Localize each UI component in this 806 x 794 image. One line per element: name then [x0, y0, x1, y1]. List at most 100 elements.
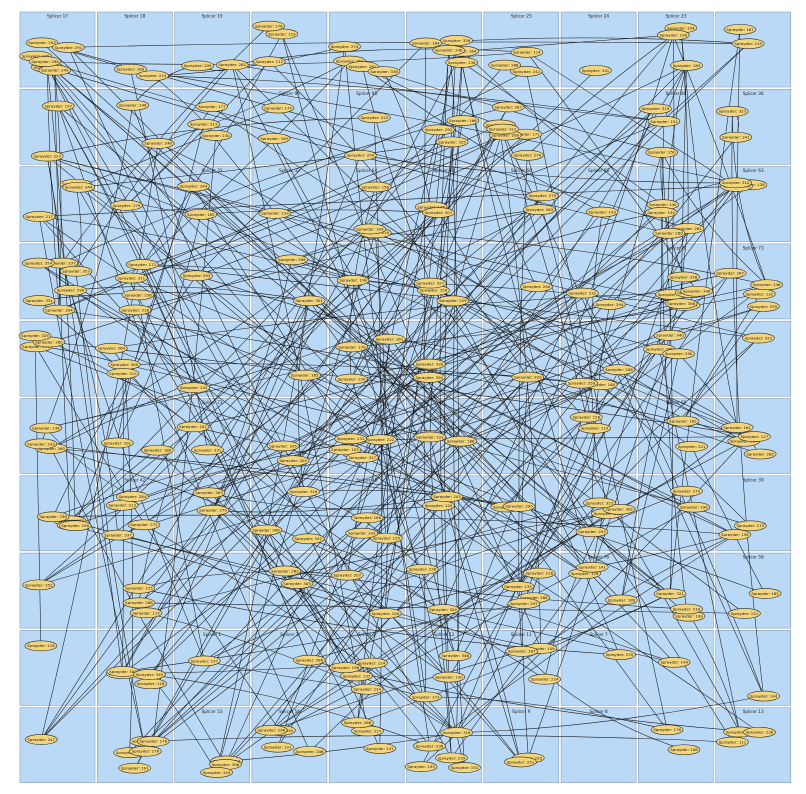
node[interactable]: Sprayder: 121 — [728, 608, 761, 619]
node[interactable]: Sprayder: 328 — [667, 271, 700, 283]
node-ellipse[interactable] — [602, 364, 636, 375]
node[interactable]: Sprayder: 202 — [176, 421, 210, 433]
node[interactable]: Sprayder: 298 — [28, 56, 62, 67]
node[interactable]: Sprayder: 319 — [639, 103, 672, 115]
node[interactable]: Sprayder: 127 — [738, 431, 771, 442]
node-ellipse[interactable] — [662, 348, 695, 360]
node[interactable]: Sprayder: 201 — [101, 437, 134, 449]
node[interactable]: Sprayder: 316 — [440, 727, 474, 738]
node[interactable]: Sprayder: 274 — [328, 41, 361, 52]
node[interactable]: Sprayder: 223 — [30, 150, 64, 162]
node-ellipse[interactable] — [653, 588, 687, 600]
node-ellipse[interactable] — [41, 100, 75, 112]
node-ellipse[interactable] — [358, 181, 392, 193]
node-ellipse[interactable] — [413, 277, 447, 289]
node-ellipse[interactable] — [334, 433, 367, 445]
node[interactable]: Sprayder: 112 — [252, 56, 286, 68]
node[interactable]: Sprayder: 250 — [645, 147, 679, 158]
node[interactable]: Sprayder: 130 — [432, 671, 466, 683]
node[interactable]: Sprayder: 187 — [505, 646, 538, 657]
node[interactable]: Sprayder: 200 — [520, 281, 553, 292]
node[interactable]: Sprayder: 156 — [358, 181, 392, 193]
node-ellipse[interactable] — [430, 491, 464, 503]
node-ellipse[interactable] — [742, 332, 775, 344]
node-ellipse[interactable] — [122, 597, 156, 609]
node[interactable]: Sprayder: 241 — [719, 131, 753, 143]
node[interactable]: Sprayder: 279 — [196, 505, 230, 516]
node-ellipse[interactable] — [114, 63, 147, 75]
node[interactable]: Sprayder: 315 — [106, 368, 140, 379]
node[interactable]: Sprayder: 147 — [363, 743, 397, 754]
node[interactable]: Sprayder: 225 — [358, 112, 391, 123]
node[interactable]: Sprayder: 343 — [200, 767, 233, 778]
node[interactable]: Sprayder: 251 — [504, 756, 537, 768]
node[interactable]: Sprayder: 276 — [136, 736, 170, 747]
node[interactable]: Sprayder: 183 — [670, 60, 703, 71]
node-ellipse[interactable] — [575, 526, 609, 538]
node[interactable]: Sprayder: 123 — [578, 423, 611, 434]
node-ellipse[interactable] — [341, 717, 374, 729]
node-ellipse[interactable] — [748, 588, 782, 599]
node[interactable]: Sprayder: 324 — [426, 604, 460, 615]
node-ellipse[interactable] — [666, 415, 700, 427]
node[interactable]: Sprayder: 338 — [367, 66, 401, 77]
node-ellipse[interactable] — [653, 330, 687, 341]
node-ellipse[interactable] — [344, 150, 377, 161]
node[interactable]: Sprayder: 355 — [435, 136, 469, 148]
node-ellipse[interactable] — [266, 440, 300, 452]
node[interactable]: Sprayder: 292 — [422, 124, 455, 136]
node[interactable]: Sprayder: 240 — [432, 45, 466, 56]
node[interactable]: Sprayder: 329 — [18, 330, 52, 342]
node[interactable]: Sprayder: 174 — [261, 102, 295, 114]
node[interactable]: Sprayder: 146 — [750, 279, 783, 291]
node[interactable]: Sprayder: 318 — [287, 486, 320, 497]
node[interactable]: Sprayder: 332 — [345, 527, 379, 539]
node-ellipse[interactable] — [129, 607, 163, 619]
node[interactable]: Sprayder: 196 — [328, 662, 362, 673]
node[interactable]: Sprayder: 190 — [677, 501, 711, 513]
node[interactable]: Sprayder: 309 — [108, 359, 141, 370]
node-ellipse[interactable] — [275, 254, 309, 266]
node-ellipse[interactable] — [569, 411, 603, 423]
node[interactable]: Sprayder: 278 — [129, 745, 162, 757]
node[interactable]: Sprayder: 120 — [422, 500, 455, 511]
node-ellipse[interactable] — [187, 118, 220, 130]
node-ellipse[interactable] — [125, 259, 159, 270]
node[interactable]: Sprayder: 195 — [404, 761, 438, 773]
node-ellipse[interactable] — [177, 382, 210, 393]
node-ellipse[interactable] — [486, 123, 520, 135]
node-ellipse[interactable] — [575, 561, 609, 573]
node-ellipse[interactable] — [522, 567, 556, 579]
node-ellipse[interactable] — [188, 655, 221, 667]
node[interactable]: Sprayder: 234 — [350, 683, 384, 695]
node[interactable]: Sprayder: 313 — [187, 118, 220, 130]
node[interactable]: Sprayder: 185 — [184, 209, 218, 220]
node[interactable]: Sprayder: 162 — [666, 415, 700, 427]
node[interactable]: Sprayder: 353 — [59, 265, 93, 277]
node-ellipse[interactable] — [95, 343, 128, 354]
node[interactable]: Sprayder: 321 — [653, 588, 687, 600]
node[interactable]: Sprayder: 231 — [334, 433, 367, 445]
node-ellipse[interactable] — [116, 491, 149, 502]
node-ellipse[interactable] — [58, 520, 92, 531]
node-ellipse[interactable] — [657, 656, 691, 668]
node[interactable]: Sprayder: 176 — [252, 20, 286, 32]
node-ellipse[interactable] — [292, 654, 326, 666]
node[interactable]: Sprayder: 239 — [435, 752, 468, 764]
node-ellipse[interactable] — [747, 301, 780, 312]
node[interactable]: Sprayder: 354 — [22, 257, 55, 269]
node-ellipse[interactable] — [743, 448, 777, 460]
node[interactable]: Sprayder: 323 — [715, 106, 749, 117]
node[interactable]: Sprayder: 203 — [25, 37, 59, 49]
node[interactable]: Sprayder: 270 — [511, 149, 544, 161]
node[interactable]: Sprayder: 198 — [336, 275, 370, 286]
node-ellipse[interactable] — [435, 752, 468, 764]
node[interactable]: Sprayder: 222 — [364, 434, 397, 445]
node[interactable]: Sprayder: 286 — [292, 654, 326, 666]
node[interactable]: Sprayder: 333 — [24, 438, 58, 450]
node-ellipse[interactable] — [656, 29, 690, 41]
node-ellipse[interactable] — [670, 603, 703, 615]
node-ellipse[interactable] — [713, 267, 747, 279]
node-ellipse[interactable] — [440, 35, 473, 46]
node[interactable]: Sprayder: 216 — [522, 567, 556, 579]
